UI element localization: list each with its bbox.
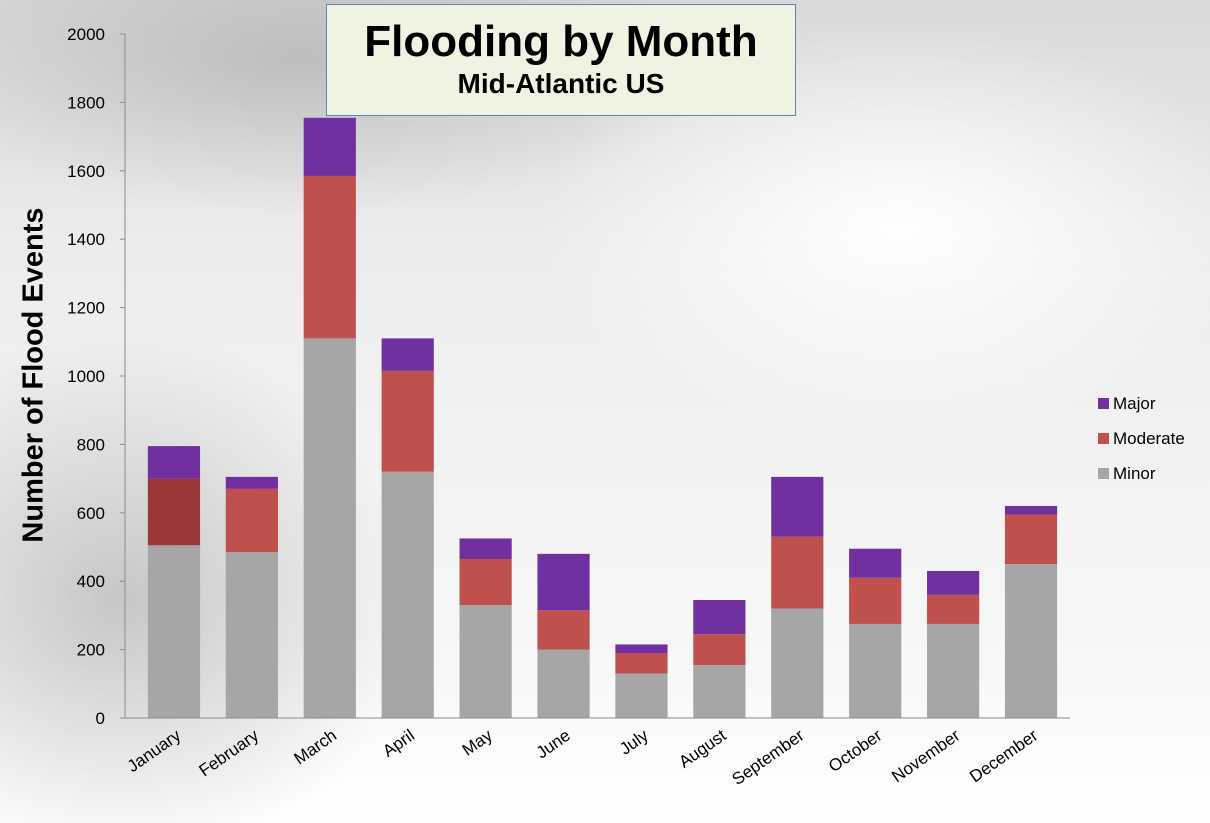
bar-moderate-august: [693, 634, 746, 665]
x-category-label: March: [290, 726, 340, 769]
bar-moderate-december: [1004, 514, 1058, 565]
x-category-label: November: [888, 726, 963, 787]
bar-minor-december: [1004, 564, 1058, 718]
x-category-label: January: [124, 725, 185, 776]
x-category-label: October: [825, 726, 886, 776]
bar-moderate-october: [849, 577, 902, 624]
bar-minor-february: [225, 552, 278, 718]
bar-moderate-february: [225, 488, 278, 553]
chart-title-box: Flooding by Month Mid-Atlantic US: [326, 4, 796, 116]
y-tick-label: 800: [77, 435, 105, 454]
legend-swatch: [1098, 433, 1109, 444]
y-tick-label: 400: [77, 572, 105, 591]
y-axis-label: Number of Flood Events: [17, 207, 50, 543]
x-category-label: August: [675, 726, 729, 772]
legend-swatch: [1098, 398, 1109, 409]
x-labels-layer: January February March April May June July Augu…: [124, 725, 1042, 789]
bar-major-february: [225, 476, 278, 489]
x-category-label: May: [459, 725, 497, 759]
chart-title: Flooding by Month: [364, 17, 758, 66]
bar-major-august: [693, 600, 746, 635]
bars-layer: [147, 117, 1058, 718]
legend-item-minor: Minor: [1098, 456, 1185, 491]
x-category-label: December: [966, 726, 1041, 787]
y-tick-label: 1000: [67, 367, 105, 386]
chart-legend: Major Moderate Minor: [1098, 386, 1185, 491]
bar-moderate-january: [147, 478, 201, 546]
bar-moderate-november: [927, 594, 980, 624]
legend-item-major: Major: [1098, 386, 1185, 421]
bar-minor-october: [849, 623, 902, 718]
bar-major-july: [615, 644, 668, 654]
x-category-label: February: [196, 725, 263, 780]
bar-moderate-september: [771, 536, 824, 609]
bar-major-november: [927, 570, 980, 595]
x-category-label: September: [729, 726, 808, 789]
legend-label: Major: [1113, 393, 1156, 413]
y-tick-label: 1200: [67, 299, 105, 318]
legend-label: Moderate: [1113, 428, 1185, 448]
bar-major-june: [537, 553, 590, 611]
legend-item-moderate: Moderate: [1098, 421, 1185, 456]
chart-subtitle: Mid-Atlantic US: [457, 68, 665, 99]
bar-moderate-may: [459, 558, 512, 606]
bar-minor-september: [771, 608, 824, 718]
bar-major-september: [771, 476, 824, 537]
bar-minor-november: [927, 623, 980, 718]
bar-minor-august: [693, 664, 746, 718]
bar-moderate-july: [615, 653, 668, 674]
bar-moderate-june: [537, 610, 590, 650]
x-category-label: July: [616, 725, 652, 758]
y-tick-label: 2000: [67, 25, 105, 44]
y-tick-label: 1600: [67, 162, 105, 181]
bar-minor-march: [303, 338, 356, 718]
bar-moderate-april: [381, 370, 434, 472]
y-tick-label: 1400: [67, 230, 105, 249]
bar-minor-may: [459, 605, 512, 718]
legend-swatch: [1098, 468, 1109, 479]
bar-minor-july: [615, 673, 668, 718]
bar-major-october: [849, 548, 902, 578]
bar-major-december: [1004, 505, 1058, 515]
bar-major-january: [147, 446, 201, 479]
bar-moderate-march: [303, 175, 356, 339]
y-tick-label: 1800: [67, 93, 105, 112]
y-tick-label: 200: [77, 641, 105, 660]
bar-major-april: [381, 338, 434, 371]
x-category-label: June: [533, 726, 574, 763]
y-tick-label: 600: [77, 504, 105, 523]
bar-minor-january: [147, 545, 201, 718]
legend-label: Minor: [1113, 463, 1156, 483]
bar-major-march: [303, 117, 356, 176]
y-ticks-layer: 0 200 400 600 800 1000 1200 1400 1600 1800 2000: [67, 25, 125, 728]
bar-major-may: [459, 538, 512, 559]
x-category-label: April: [379, 726, 418, 761]
bar-minor-june: [537, 649, 590, 718]
bar-minor-april: [381, 471, 434, 718]
y-tick-label: 0: [96, 709, 105, 728]
